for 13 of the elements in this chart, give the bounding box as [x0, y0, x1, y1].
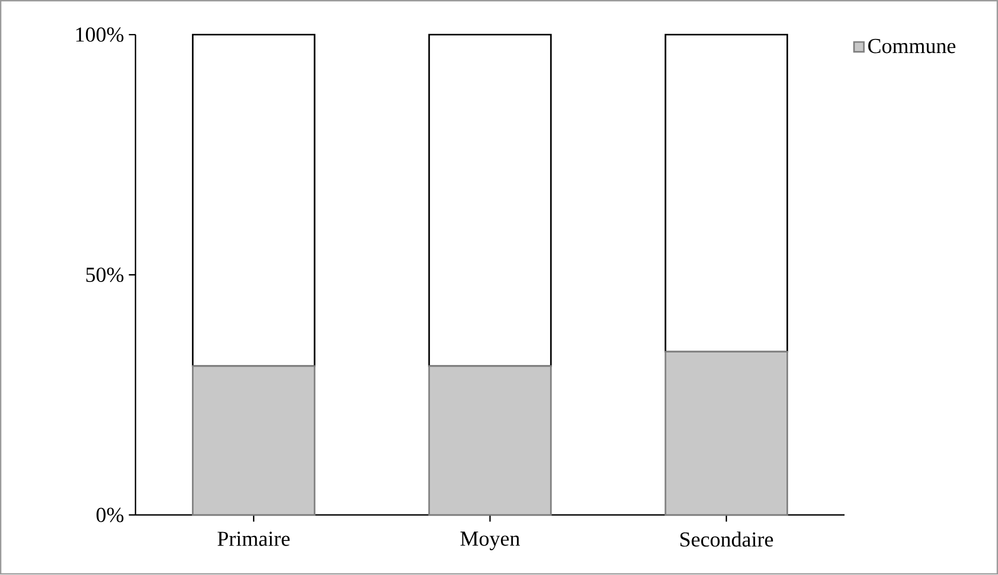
y-tick-label: 0%	[96, 508, 124, 522]
bar	[428, 34, 552, 368]
x-tick-label: Primaire	[218, 532, 290, 546]
bar	[664, 351, 788, 516]
y-tick-label: 100%	[76, 28, 124, 42]
legend-label: Commune	[868, 39, 956, 54]
bar	[192, 365, 316, 516]
bar	[664, 34, 788, 353]
x-tick-label: Moyen	[460, 532, 520, 550]
x-tick-label: Secondaire	[680, 532, 773, 547]
bar	[192, 34, 316, 368]
bar	[428, 365, 552, 516]
y-tick-label: 50%	[86, 268, 124, 282]
